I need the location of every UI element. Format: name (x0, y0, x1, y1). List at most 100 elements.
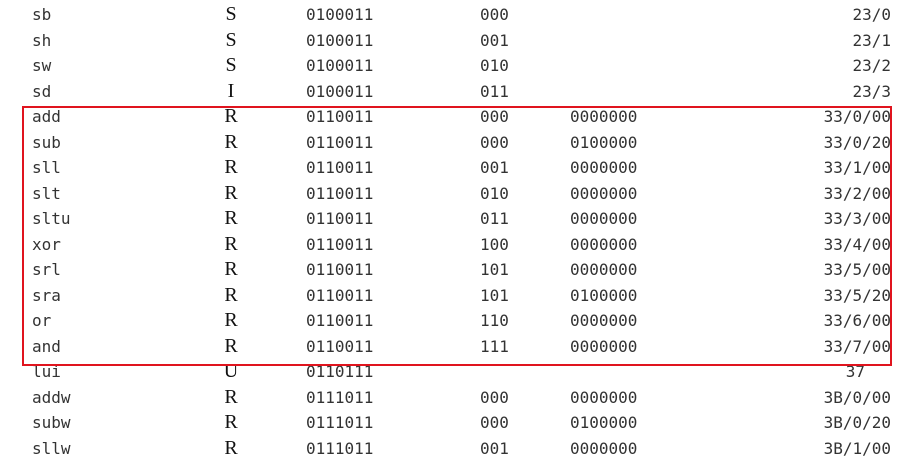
format-type: S (225, 28, 237, 51)
instruction-name: sh (32, 30, 52, 50)
funct3-bits: 000 (480, 5, 509, 24)
hex-encoding: 33/5/00 (823, 260, 891, 279)
opcode-bits: 0110011 (306, 107, 374, 126)
table-row: srl R 0110011 101 0000000 33/5/00 (0, 257, 905, 283)
hex-encoding: 23/1 (852, 30, 891, 50)
format-type: R (224, 232, 238, 255)
format-type: R (224, 436, 238, 459)
funct3-bits: 001 (480, 438, 509, 458)
instruction-name: sllw (32, 438, 71, 458)
opcode-bits: 0100011 (306, 81, 374, 101)
hex-encoding: 3B/1/00 (823, 438, 891, 458)
opcode-bits: 0110011 (306, 234, 374, 254)
format-type: R (224, 105, 238, 127)
funct7-bits: 0000000 (570, 336, 638, 356)
instruction-name: sub (32, 132, 61, 152)
funct7-bits: 0000000 (570, 183, 638, 203)
table-row: sd I 0100011 011 23/3 (0, 79, 905, 105)
hex-encoding: 23/0 (852, 5, 891, 24)
funct7-bits: 0000000 (570, 107, 638, 126)
instruction-name: sra (32, 285, 61, 305)
funct3-bits: 100 (480, 234, 509, 254)
funct3-bits: 000 (480, 132, 509, 152)
opcode-bits: 0110111 (306, 362, 374, 381)
funct3-bits: 000 (480, 413, 509, 432)
format-type: R (224, 334, 238, 357)
hex-encoding: 33/0/20 (823, 132, 891, 152)
funct7-bits: 0100000 (570, 413, 638, 432)
opcode-bits: 0100011 (306, 5, 374, 24)
table-row: sra R 0110011 101 0100000 33/5/20 (0, 283, 905, 309)
instruction-name: sb (32, 5, 52, 24)
instruction-name: srl (32, 260, 61, 279)
format-type: R (224, 309, 238, 331)
table-row: sb S 0100011 000 23/0 (0, 2, 905, 28)
opcode-bits: 0110011 (306, 311, 374, 330)
funct3-bits: 110 (480, 311, 509, 330)
format-type: R (224, 130, 238, 153)
table-row: sh S 0100011 001 23/1 (0, 28, 905, 54)
instruction-name: lui (32, 362, 61, 381)
instruction-name: sw (32, 56, 52, 75)
format-type: R (224, 181, 238, 204)
table-row: sltu R 0110011 011 0000000 33/3/00 (0, 206, 905, 232)
hex-encoding: 33/4/00 (823, 234, 891, 254)
funct3-bits: 101 (480, 285, 509, 305)
hex-encoding: 37 (845, 362, 865, 381)
instruction-name: sd (32, 81, 52, 101)
funct7-bits: 0000000 (570, 234, 638, 254)
funct7-bits: 0000000 (570, 260, 638, 279)
funct3-bits: 101 (480, 260, 509, 279)
table-row: lui U 0110111 37 (0, 359, 905, 385)
opcode-bits: 0110011 (306, 132, 374, 152)
format-type: R (224, 207, 238, 229)
hex-encoding: 33/6/00 (823, 311, 891, 330)
table-row: sllw R 0111011 001 0000000 3B/1/00 (0, 436, 905, 462)
format-type: R (224, 156, 238, 178)
table-row: addw R 0111011 000 0000000 3B/0/00 (0, 385, 905, 411)
funct3-bits: 011 (480, 209, 509, 228)
funct3-bits: 111 (480, 336, 509, 356)
funct3-bits: 010 (480, 183, 509, 203)
format-type: U (223, 360, 239, 382)
format-type: R (224, 258, 238, 280)
hex-encoding: 33/2/00 (823, 183, 891, 203)
table-row: add R 0110011 000 0000000 33/0/00 (0, 104, 905, 130)
format-type: S (225, 3, 237, 25)
table-row: sw S 0100011 010 23/2 (0, 53, 905, 79)
format-type: R (224, 385, 238, 408)
instruction-name: sltu (32, 209, 71, 228)
table-row: sll R 0110011 001 0000000 33/1/00 (0, 155, 905, 181)
table-row: sub R 0110011 000 0100000 33/0/20 (0, 130, 905, 156)
instruction-name: subw (32, 413, 71, 432)
hex-encoding: 33/7/00 (823, 336, 891, 356)
table-row: xor R 0110011 100 0000000 33/4/00 (0, 232, 905, 258)
opcode-bits: 0110011 (306, 209, 374, 228)
funct3-bits: 000 (480, 107, 509, 126)
opcode-bits: 0111011 (306, 438, 374, 458)
instruction-name: addw (32, 387, 71, 407)
hex-encoding: 23/2 (852, 56, 891, 75)
opcode-bits: 0111011 (306, 387, 374, 407)
format-type: I (227, 79, 235, 102)
funct3-bits: 001 (480, 30, 509, 50)
funct3-bits: 010 (480, 56, 509, 75)
funct7-bits: 0100000 (570, 285, 638, 305)
hex-encoding: 33/0/00 (823, 107, 891, 126)
instruction-name: add (32, 107, 61, 126)
opcode-bits: 0110011 (306, 260, 374, 279)
funct7-bits: 0000000 (570, 387, 638, 407)
format-type: R (224, 283, 238, 306)
instruction-name: and (32, 336, 61, 356)
funct3-bits: 001 (480, 158, 509, 177)
table-row: slt R 0110011 010 0000000 33/2/00 (0, 181, 905, 207)
hex-encoding: 33/5/20 (823, 285, 891, 305)
funct3-bits: 011 (480, 81, 509, 101)
hex-encoding: 33/1/00 (823, 158, 891, 177)
table-row: subw R 0111011 000 0100000 3B/0/20 (0, 410, 905, 436)
opcode-bits: 0100011 (306, 30, 374, 50)
funct3-bits: 000 (480, 387, 509, 407)
opcode-bits: 0100011 (306, 56, 374, 75)
funct7-bits: 0000000 (570, 209, 638, 228)
